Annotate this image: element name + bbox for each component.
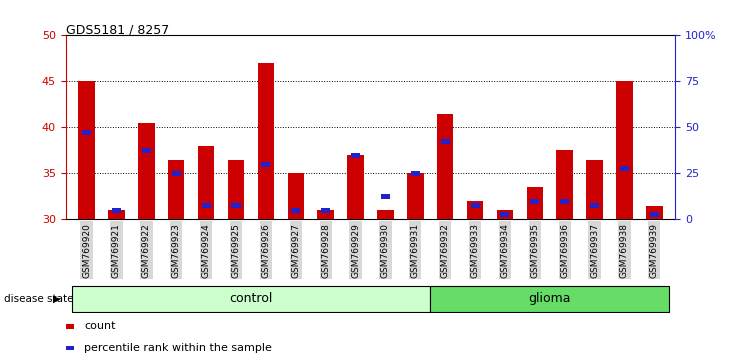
Bar [78, 81, 95, 219]
Text: GSM769929: GSM769929 [351, 223, 360, 278]
Bar [411, 171, 420, 176]
Bar [650, 212, 659, 217]
Bar [138, 123, 155, 219]
Text: GSM769931: GSM769931 [411, 223, 420, 278]
Text: GSM769935: GSM769935 [530, 223, 539, 278]
Bar [142, 148, 151, 153]
Bar [586, 160, 603, 219]
Text: control: control [229, 292, 272, 305]
Text: GSM769923: GSM769923 [172, 223, 181, 278]
Bar [72, 286, 430, 312]
Bar [168, 160, 185, 219]
Text: GSM769938: GSM769938 [620, 223, 629, 278]
Bar [437, 114, 453, 219]
Bar [288, 173, 304, 219]
Bar [501, 212, 510, 217]
Bar [620, 166, 629, 171]
Bar [556, 150, 573, 219]
Text: GSM769921: GSM769921 [112, 223, 121, 278]
Text: GSM769922: GSM769922 [142, 223, 151, 278]
Text: glioma: glioma [529, 292, 571, 305]
Bar [172, 171, 181, 176]
Bar [526, 187, 543, 219]
Bar [616, 81, 633, 219]
Text: GSM769924: GSM769924 [201, 223, 211, 278]
Bar [467, 201, 483, 219]
Bar [258, 63, 274, 219]
Bar [231, 203, 240, 208]
Bar [560, 199, 569, 204]
Bar [471, 203, 480, 208]
Bar [347, 155, 364, 219]
Text: GSM769930: GSM769930 [381, 223, 390, 278]
Text: GSM769925: GSM769925 [231, 223, 240, 278]
Bar [377, 210, 393, 219]
Bar [261, 162, 270, 167]
Text: percentile rank within the sample: percentile rank within the sample [84, 343, 272, 353]
Text: ▶: ▶ [53, 294, 61, 304]
Bar [112, 208, 121, 213]
Text: GSM769932: GSM769932 [441, 223, 450, 278]
Bar [430, 286, 669, 312]
Bar [407, 173, 423, 219]
Text: GDS5181 / 8257: GDS5181 / 8257 [66, 23, 169, 36]
Text: GSM769928: GSM769928 [321, 223, 330, 278]
Bar [291, 208, 300, 213]
Bar [201, 203, 211, 208]
Text: GSM769933: GSM769933 [471, 223, 480, 278]
Text: count: count [84, 321, 115, 331]
Bar [321, 208, 330, 213]
Text: GSM769927: GSM769927 [291, 223, 300, 278]
Bar [351, 153, 360, 158]
Bar [108, 210, 125, 219]
Bar [646, 206, 663, 219]
Text: GSM769939: GSM769939 [650, 223, 659, 278]
Text: GSM769920: GSM769920 [82, 223, 91, 278]
Bar [441, 139, 450, 144]
Bar [318, 210, 334, 219]
Text: GSM769934: GSM769934 [501, 223, 510, 278]
Bar [496, 210, 513, 219]
Text: GSM769937: GSM769937 [590, 223, 599, 278]
Text: GSM769936: GSM769936 [560, 223, 569, 278]
Bar [82, 130, 91, 135]
Bar [228, 160, 245, 219]
Text: GSM769926: GSM769926 [261, 223, 270, 278]
Bar [381, 194, 390, 199]
Bar [198, 146, 215, 219]
Text: disease state: disease state [4, 294, 73, 304]
Bar [530, 199, 539, 204]
Bar [590, 203, 599, 208]
